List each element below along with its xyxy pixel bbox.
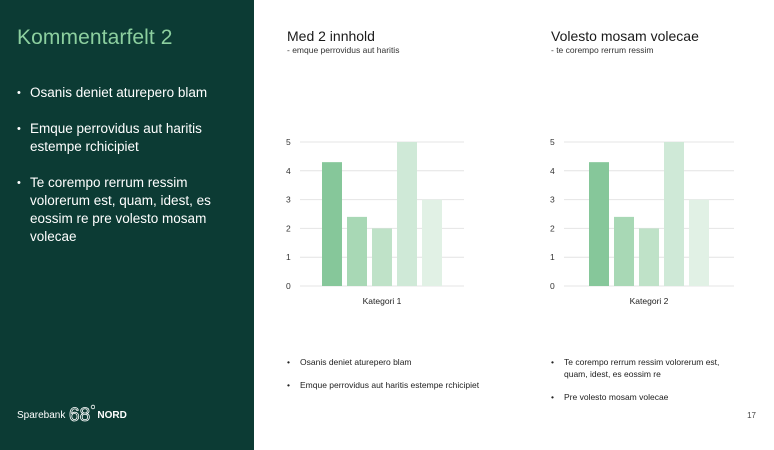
left-bullet: Emque perrovidus aut haritis estempe rch… [17, 120, 242, 156]
column-2-subtitle: - te corempo rerrum ressim [551, 45, 654, 55]
chart-2: 0 1 2 3 4 5 Kategori 2 [550, 137, 734, 306]
y-tick-label: 5 [550, 137, 555, 147]
column-1-bullets: Osanis deniet aturepero blam Emque perro… [287, 356, 487, 402]
column-2-bullet: Te corempo rerrum ressim volorerum est, … [551, 356, 741, 380]
logo-number: 68 [69, 405, 90, 424]
slide-title: Kommentarfelt 2 [17, 26, 173, 49]
bar [372, 228, 392, 286]
x-category-label: Kategori 2 [630, 296, 669, 306]
bar [322, 162, 342, 286]
bar [422, 199, 442, 286]
column-1-bullet: Emque perrovidus aut haritis estempe rch… [287, 379, 487, 391]
left-bullet-list: Osanis deniet aturepero blam Emque perro… [17, 84, 242, 264]
x-category-label: Kategori 1 [363, 296, 402, 306]
bar [614, 216, 634, 286]
left-bullet: Osanis deniet aturepero blam [17, 84, 242, 102]
bar [664, 142, 684, 286]
y-tick-label: 4 [286, 166, 291, 176]
column-2-bullet: Pre volesto mosam volecae [551, 391, 741, 403]
y-tick-label: 1 [550, 252, 555, 262]
y-tick-label: 3 [550, 195, 555, 205]
chart-1: 0 1 2 3 4 5 Kategori 1 [286, 137, 464, 306]
left-panel: Kommentarfelt 2 Osanis deniet aturepero … [0, 0, 254, 450]
column-1-bullet: Osanis deniet aturepero blam [287, 356, 487, 368]
y-tick-label: 4 [550, 166, 555, 176]
sparebank-logo: Sparebank 68 NORD [17, 402, 127, 424]
logo-number-mark: 68 [69, 405, 96, 424]
column-2-bullets: Te corempo rerrum ressim volorerum est, … [551, 356, 741, 414]
y-tick-label: 2 [550, 223, 555, 233]
y-tick-label: 2 [286, 223, 291, 233]
bar [689, 199, 709, 286]
logo-bank-text: Sparebank [17, 410, 66, 421]
column-1-subtitle: - emque perrovidus aut haritis [287, 45, 400, 55]
page-number: 17 [747, 411, 756, 420]
bar [347, 216, 367, 286]
column-2-title: Volesto mosam volecae [551, 28, 699, 44]
y-tick-label: 0 [550, 281, 555, 291]
column-1-title: Med 2 innhold [287, 28, 375, 44]
logo-nord-text: NORD [97, 410, 127, 421]
bar [589, 162, 609, 286]
bar [397, 142, 417, 286]
bar [639, 228, 659, 286]
y-tick-label: 5 [286, 137, 291, 147]
y-tick-label: 3 [286, 195, 291, 205]
y-tick-label: 1 [286, 252, 291, 262]
y-tick-label: 0 [286, 281, 291, 291]
left-bullet: Te corempo rerrum ressim volorerum est, … [17, 174, 242, 246]
